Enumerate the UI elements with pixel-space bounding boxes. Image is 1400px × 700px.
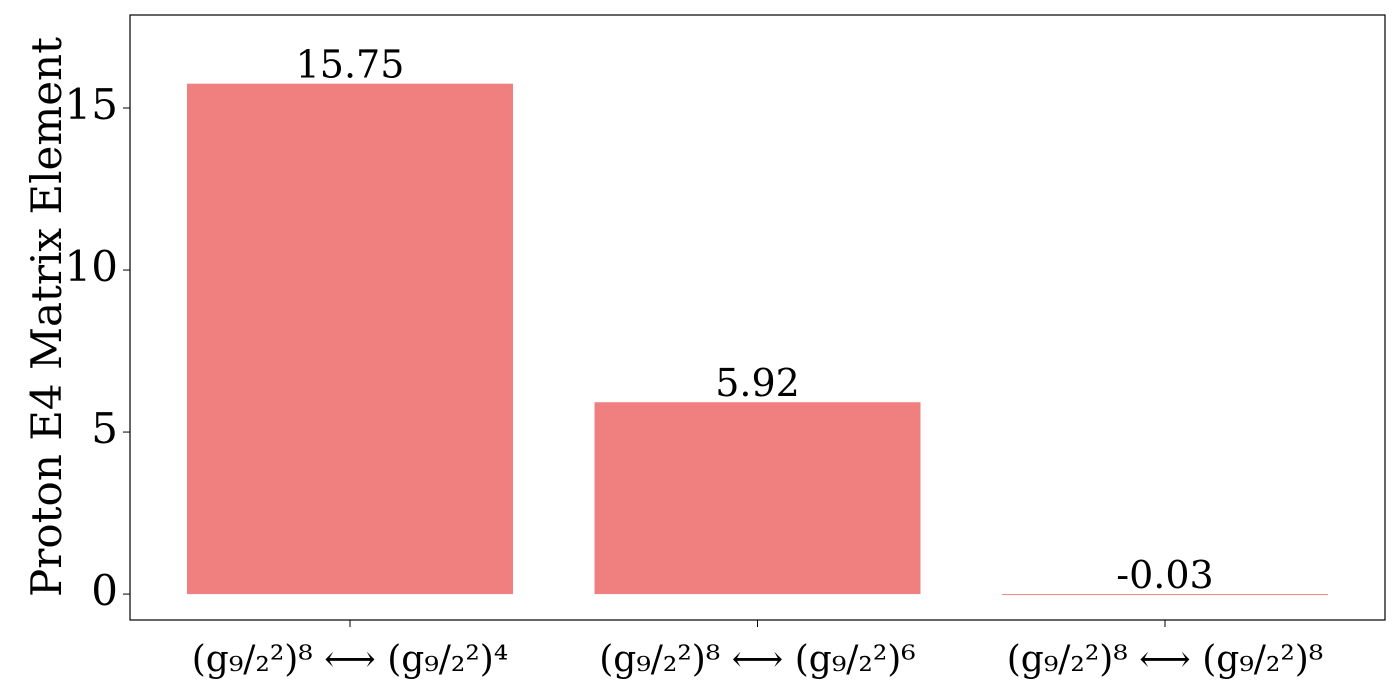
y-tick-label: 10 <box>65 242 118 291</box>
value-label: -0.03 <box>1116 553 1213 597</box>
y-tick-label: 0 <box>91 566 118 615</box>
x-tick-label: (g₉/₂²)⁸ ⟷ (g₉/₂²)⁸ <box>1007 639 1323 680</box>
y-axis-label: Proton E4 Matrix Element <box>22 37 71 597</box>
plot-frame <box>129 14 1386 621</box>
y-tick-label: 15 <box>65 80 118 129</box>
value-label: 5.92 <box>715 361 800 405</box>
x-tick-label: (g₉/₂²)⁸ ⟷ (g₉/₂²)⁶ <box>599 639 915 680</box>
bar <box>187 83 513 595</box>
value-label: 15.75 <box>296 43 405 87</box>
bar <box>594 402 921 595</box>
x-tick-label: (g₉/₂²)⁸ ⟷ (g₉/₂²)⁴ <box>192 639 508 680</box>
y-tick-label: 5 <box>91 404 118 453</box>
bar <box>1002 594 1328 596</box>
